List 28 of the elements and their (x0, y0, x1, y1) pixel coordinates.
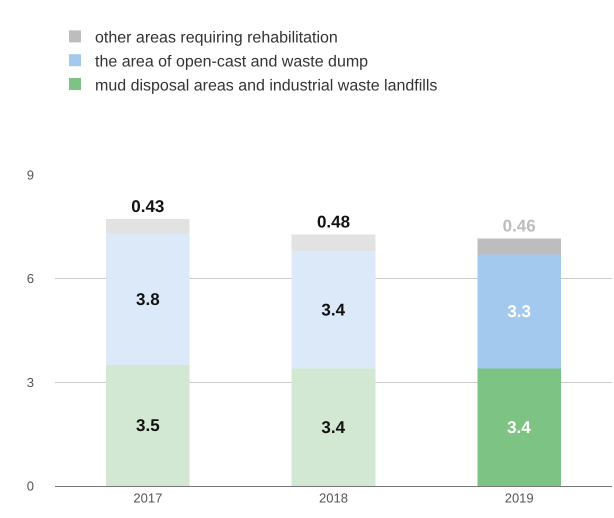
bar (292, 251, 376, 369)
y-tick-label: 9 (26, 168, 34, 183)
data-label: 3.8 (136, 290, 160, 309)
legend-label: other areas requiring rehabilitation (95, 30, 338, 47)
bar (292, 234, 376, 252)
bar (477, 368, 561, 486)
y-tick-label: 0 (26, 478, 34, 494)
bar (477, 238, 561, 254)
data-label: 0.46 (502, 216, 536, 236)
data-label: 0.48 (316, 212, 350, 232)
legend-label: the area of open-cast and waste dump (95, 53, 368, 70)
x-tick-label: 2018 (319, 490, 348, 506)
bar (477, 254, 561, 369)
bar (106, 234, 190, 366)
bar (106, 365, 190, 486)
data-label: 0.43 (131, 196, 164, 216)
bar (106, 218, 190, 234)
x-tick-label: 2019 (504, 490, 534, 506)
y-tick-label: 3 (26, 374, 34, 390)
legend-label: mud disposal areas and industrial waste landfills (95, 77, 438, 94)
data-label: 3.5 (136, 416, 160, 436)
data-label: 3.3 (507, 302, 531, 321)
data-label: 3.4 (321, 300, 346, 320)
data-label: 3.4 (507, 418, 532, 437)
bar (292, 368, 376, 486)
data-label: 3.4 (321, 418, 346, 437)
y-tick-label: 6 (26, 271, 34, 286)
x-tick-label: 2017 (133, 490, 162, 506)
